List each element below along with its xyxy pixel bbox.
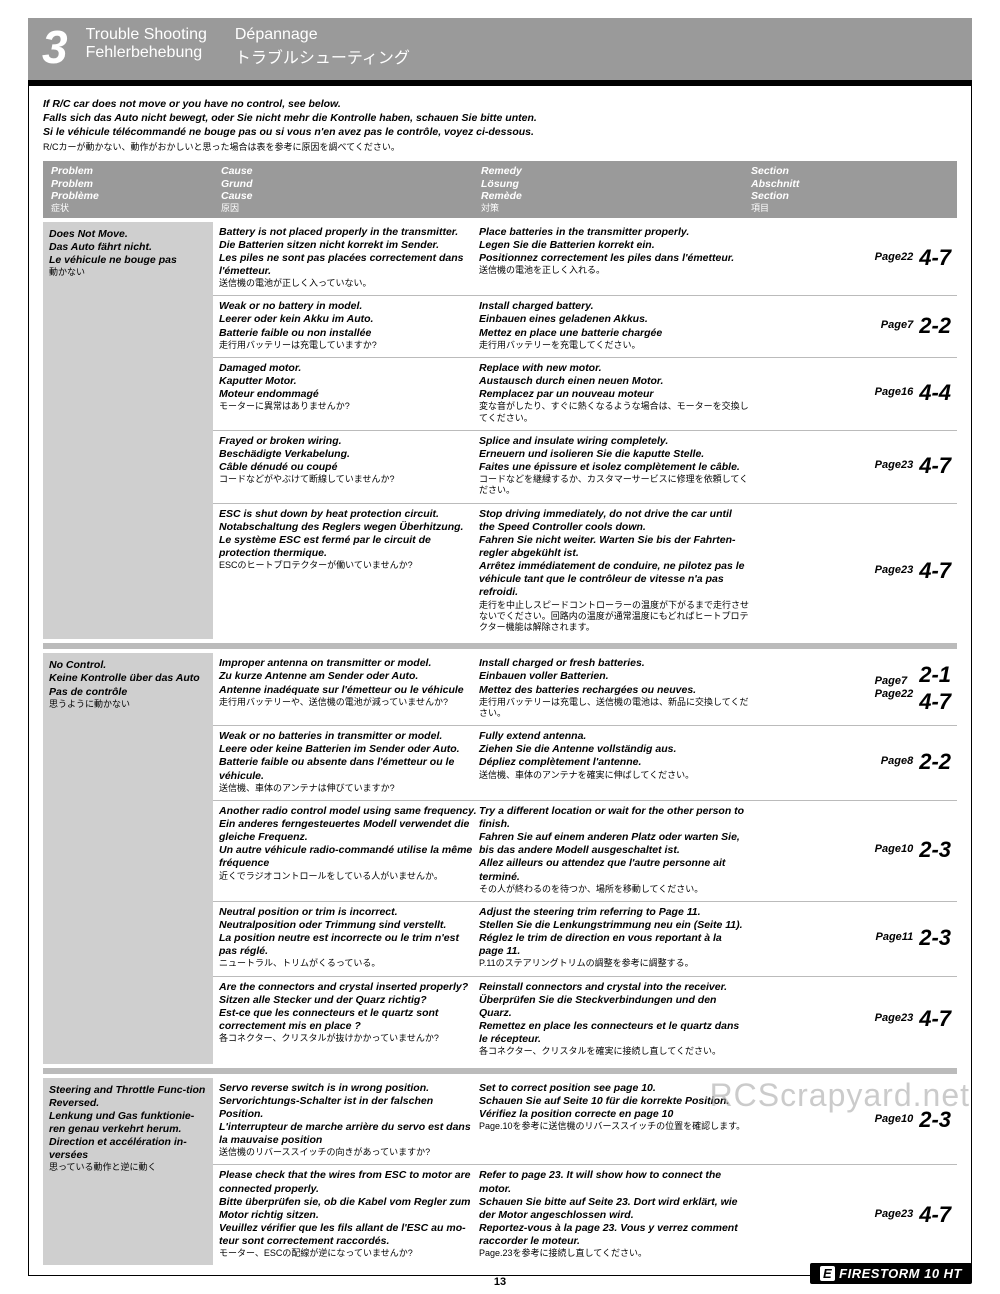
cause-cell: Frayed or broken wiring.Beschädigte Verk… — [219, 435, 479, 497]
cause-cell: Are the connectors and crystal inserted … — [219, 981, 479, 1058]
section-cell: Page234-7 — [749, 981, 951, 1058]
table-row: Weak or no battery in model.Leerer oder … — [213, 296, 957, 358]
section-cell: Page82-2 — [749, 730, 951, 794]
remedy-cell: Replace with new motor.Austausch durch e… — [479, 362, 749, 424]
table-row: Frayed or broken wiring.Beschädigte Verk… — [213, 431, 957, 504]
cause-cell: Weak or no batteries in transmitter or m… — [219, 730, 479, 794]
section-titles: Trouble Shooting Dépannage Fehlerbehebun… — [86, 26, 410, 68]
cause-cell: Weak or no battery in model.Leerer oder … — [219, 300, 479, 351]
intro-de: Falls sich das Auto nicht bewegt, oder S… — [43, 112, 957, 124]
header-cause: Cause Grund Cause 原因 — [221, 165, 481, 214]
page-number: 13 — [494, 1276, 506, 1288]
section-cell: Page102-3 — [749, 1082, 951, 1159]
section-cell: Page234-7 — [749, 1169, 951, 1259]
intro-jp: R/Cカーが動かない、動作がおかしいと思った場合は表を参考に原因を調べてください… — [43, 140, 957, 153]
cause-cell: Improper antenna on transmitter or model… — [219, 657, 479, 719]
intro-fr: Si le véhicule télécommandé ne bouge pas… — [43, 126, 957, 138]
cause-cell: Another radio control model using same f… — [219, 805, 479, 895]
table-row: Please check that the wires from ESC to … — [213, 1165, 957, 1265]
rows: Servo reverse switch is in wrong positio… — [213, 1078, 957, 1266]
remedy-cell: Install charged or fresh batteries.Einba… — [479, 657, 749, 719]
intro-block: If R/C car does not move or you have no … — [43, 98, 957, 153]
section-cell: Page234-7 — [749, 435, 951, 497]
table-row: Are the connectors and crystal inserted … — [213, 977, 957, 1064]
remedy-cell: Reinstall connectors and crystal into th… — [479, 981, 749, 1058]
header-remedy: Remedy Lösung Remède 対策 — [481, 165, 751, 214]
remedy-cell: Stop driving immediately, do not drive t… — [479, 508, 749, 634]
section-cell: Page224-7 — [749, 226, 951, 290]
remedy-cell: Install charged battery.Einbauen eines g… — [479, 300, 749, 351]
troubleshooting-table: Does Not Move.Das Auto fährt nicht.Le vé… — [43, 222, 957, 1266]
table-row: Servo reverse switch is in wrong positio… — [213, 1078, 957, 1166]
header-problem: Problem Problem Problème 症状 — [51, 165, 221, 214]
cause-cell: Please check that the wires from ESC to … — [219, 1169, 479, 1259]
title-de: Fehlerbehebung — [86, 44, 207, 68]
section-cell: Page164-4 — [749, 362, 951, 424]
section-cell: Page234-7 — [749, 508, 951, 634]
section-cell: Page102-3 — [749, 805, 951, 895]
cause-cell: Servo reverse switch is in wrong positio… — [219, 1082, 479, 1159]
problem-cell: Steering and Throttle Func-tion Reversed… — [43, 1078, 213, 1266]
table-row: Improper antenna on transmitter or model… — [213, 653, 957, 726]
problem-cell: No Control.Keine Kontrolle über das Auto… — [43, 653, 213, 1063]
cause-cell: Neutral position or trim is incorrect.Ne… — [219, 906, 479, 970]
column-headers: Problem Problem Problème 症状 Cause Grund … — [43, 161, 957, 218]
cause-cell: Battery is not placed properly in the tr… — [219, 226, 479, 290]
table-row: Weak or no batteries in transmitter or m… — [213, 726, 957, 801]
problem-group: Steering and Throttle Func-tion Reversed… — [43, 1078, 957, 1266]
section-header: 3 Trouble Shooting Dépannage Fehlerbeheb… — [28, 18, 972, 80]
content-box: If R/C car does not move or you have no … — [28, 80, 972, 1276]
section-cell: Page112-3 — [749, 906, 951, 970]
section-cell: Page7Page222-14-7 — [749, 657, 951, 719]
header-section: Section Abschnitt Section 項目 — [751, 165, 949, 214]
table-row: Battery is not placed properly in the tr… — [213, 222, 957, 297]
remedy-cell: Adjust the steering trim referring to Pa… — [479, 906, 749, 970]
problem-group: No Control.Keine Kontrolle über das Auto… — [43, 653, 957, 1063]
cause-cell: Damaged motor.Kaputter Motor.Moteur endo… — [219, 362, 479, 424]
remedy-cell: Set to correct position see page 10.Scha… — [479, 1082, 749, 1159]
table-row: ESC is shut down by heat protection circ… — [213, 504, 957, 640]
cause-cell: ESC is shut down by heat protection circ… — [219, 508, 479, 634]
remedy-cell: Refer to page 23. It will show how to co… — [479, 1169, 749, 1259]
intro-en: If R/C car does not move or you have no … — [43, 98, 957, 110]
section-number: 3 — [42, 24, 68, 70]
table-row: Neutral position or trim is incorrect.Ne… — [213, 902, 957, 977]
table-row: Damaged motor.Kaputter Motor.Moteur endo… — [213, 358, 957, 431]
logo-text: FIRESTORM 10 HT — [839, 1266, 962, 1281]
problem-cell: Does Not Move.Das Auto fährt nicht.Le vé… — [43, 222, 213, 640]
logo-prefix: E — [820, 1266, 835, 1281]
product-logo: E FIRESTORM 10 HT — [810, 1263, 972, 1284]
title-fr: Dépannage — [235, 26, 410, 44]
rows: Improper antenna on transmitter or model… — [213, 653, 957, 1063]
remedy-cell: Fully extend antenna.Ziehen Sie die Ante… — [479, 730, 749, 794]
section-cell: Page72-2 — [749, 300, 951, 351]
title-en: Trouble Shooting — [86, 26, 207, 44]
page: 3 Trouble Shooting Dépannage Fehlerbeheb… — [0, 0, 1000, 1294]
rows: Battery is not placed properly in the tr… — [213, 222, 957, 640]
remedy-cell: Place batteries in the transmitter prope… — [479, 226, 749, 290]
remedy-cell: Try a different location or wait for the… — [479, 805, 749, 895]
table-row: Another radio control model using same f… — [213, 801, 957, 902]
remedy-cell: Splice and insulate wiring completely.Er… — [479, 435, 749, 497]
title-jp: トラブルシューティング — [235, 44, 410, 68]
problem-group: Does Not Move.Das Auto fährt nicht.Le vé… — [43, 222, 957, 640]
